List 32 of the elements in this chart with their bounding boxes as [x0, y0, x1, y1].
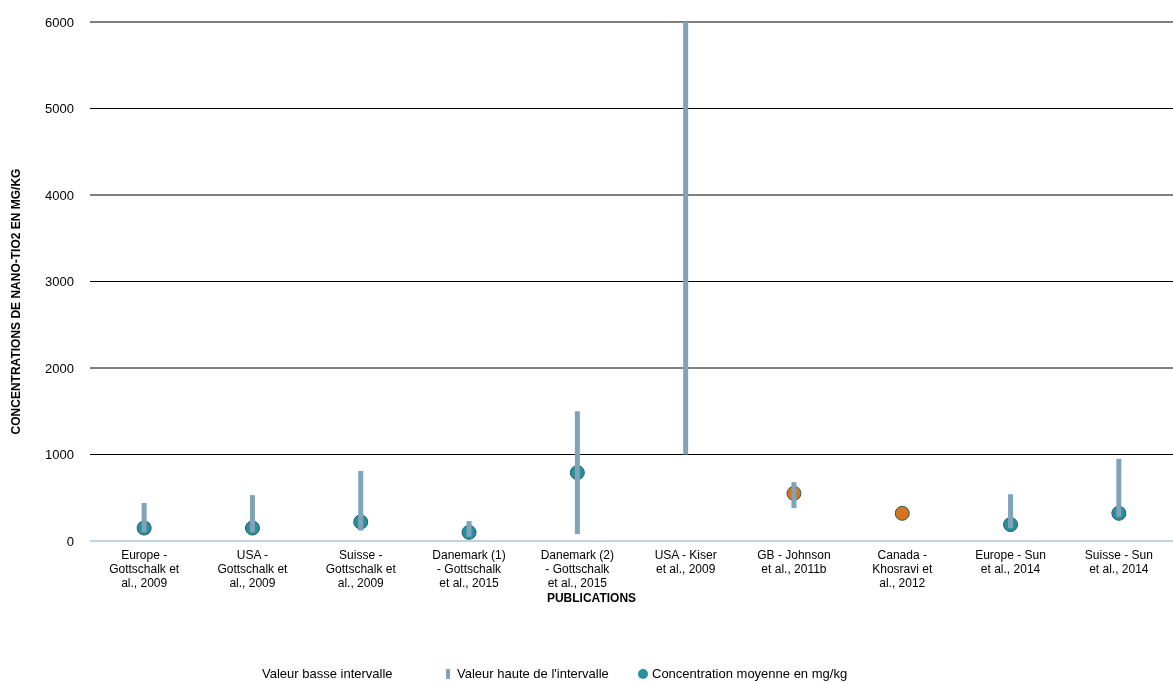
bar [249, 495, 255, 533]
bar [1008, 494, 1014, 529]
x-axis-title: PUBLICATIONS [546, 591, 637, 605]
bar [141, 502, 147, 533]
y-tick-label: 0 [66, 533, 74, 549]
x-tick-label: Europe - Gottschalk et al., 2009 [109, 548, 180, 590]
x-tick-label: Canada - Khosravi et al., 2012 [872, 548, 933, 590]
x-tick-label: Danemark (1) - Gottschalk et al., 2015 [432, 548, 506, 590]
bar [683, 22, 689, 455]
x-tick-label: Europe - Sun et al., 2014 [975, 548, 1046, 576]
y-tick-label: 6000 [45, 14, 74, 30]
legend-label: Concentration moyenne en mg/kg [652, 666, 848, 681]
x-tick-label: USA - Gottschalk et al., 2009 [217, 548, 289, 590]
y-tick-label: 3000 [45, 274, 74, 290]
bar [574, 411, 580, 535]
point [894, 505, 910, 521]
x-tick-label: Danemark (2) - Gottschalk et al., 2015 [540, 548, 615, 590]
text: Valeur basse intervalle [262, 666, 393, 681]
bar [358, 470, 364, 531]
bar [466, 521, 472, 537]
y-tick-label: 4000 [45, 187, 74, 203]
y-tick-label: 5000 [45, 101, 74, 117]
y-tick-label: 1000 [45, 447, 74, 463]
bar [1116, 458, 1122, 517]
y-axis-title: CONCENTRATIONS DE NANO-TIO2 EN MG/KG [9, 168, 23, 435]
x-tick-label: USA - Kiser et al., 2009 [654, 548, 717, 576]
x-tick-label: Suisse - Gottschalk et al., 2009 [325, 548, 397, 590]
legend-label: Valeur haute de l'intervalle [457, 666, 609, 681]
y-tick-label: 2000 [45, 360, 74, 376]
x-tick-label: GB - Johnson et al., 2011b [757, 548, 831, 576]
x-tick-label: Suisse - Sun et al., 2014 [1084, 548, 1153, 576]
bar [791, 482, 797, 509]
